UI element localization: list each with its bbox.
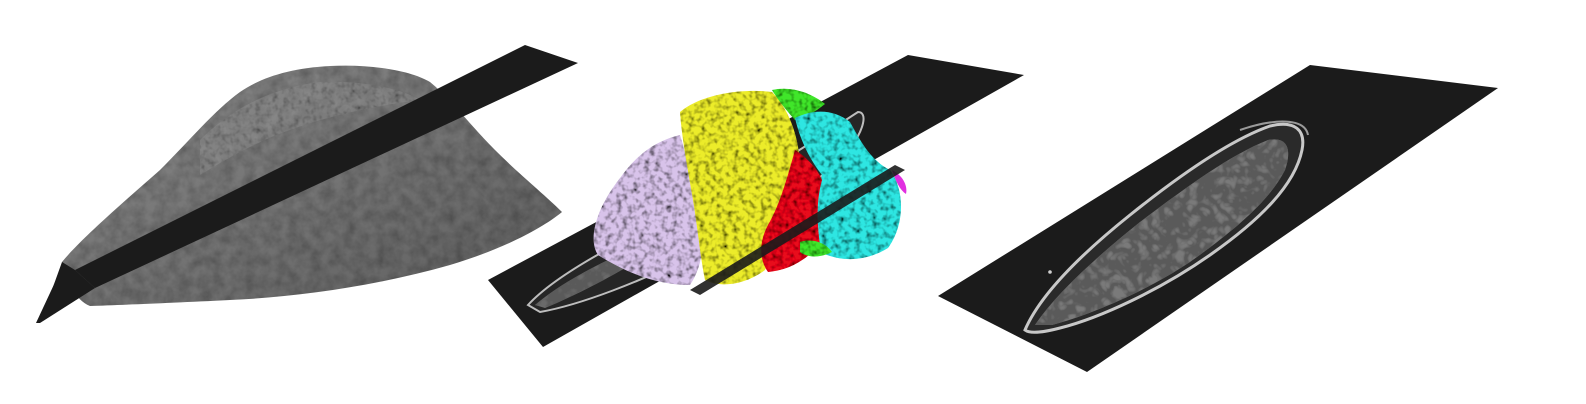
- segment-green-bottom: [800, 240, 832, 257]
- segment-green-top: [772, 88, 825, 120]
- segment-cyan: [795, 111, 902, 260]
- trabecular-bone: [1035, 139, 1289, 325]
- slice-plane-left-tail: [40, 262, 95, 323]
- segment-lavender: [593, 135, 702, 285]
- slice-plane-front-edge: [690, 165, 905, 295]
- outer-rim: [1239, 120, 1309, 136]
- panel-segmented-render: [488, 55, 1024, 347]
- bone-surface-highlight: [200, 81, 420, 175]
- speck-marker: [1048, 270, 1052, 274]
- panel-ct-slice: [938, 65, 1498, 372]
- slice-plane: [75, 45, 578, 288]
- panel-surface-render: [36, 45, 578, 323]
- segment-magenta: [892, 170, 907, 194]
